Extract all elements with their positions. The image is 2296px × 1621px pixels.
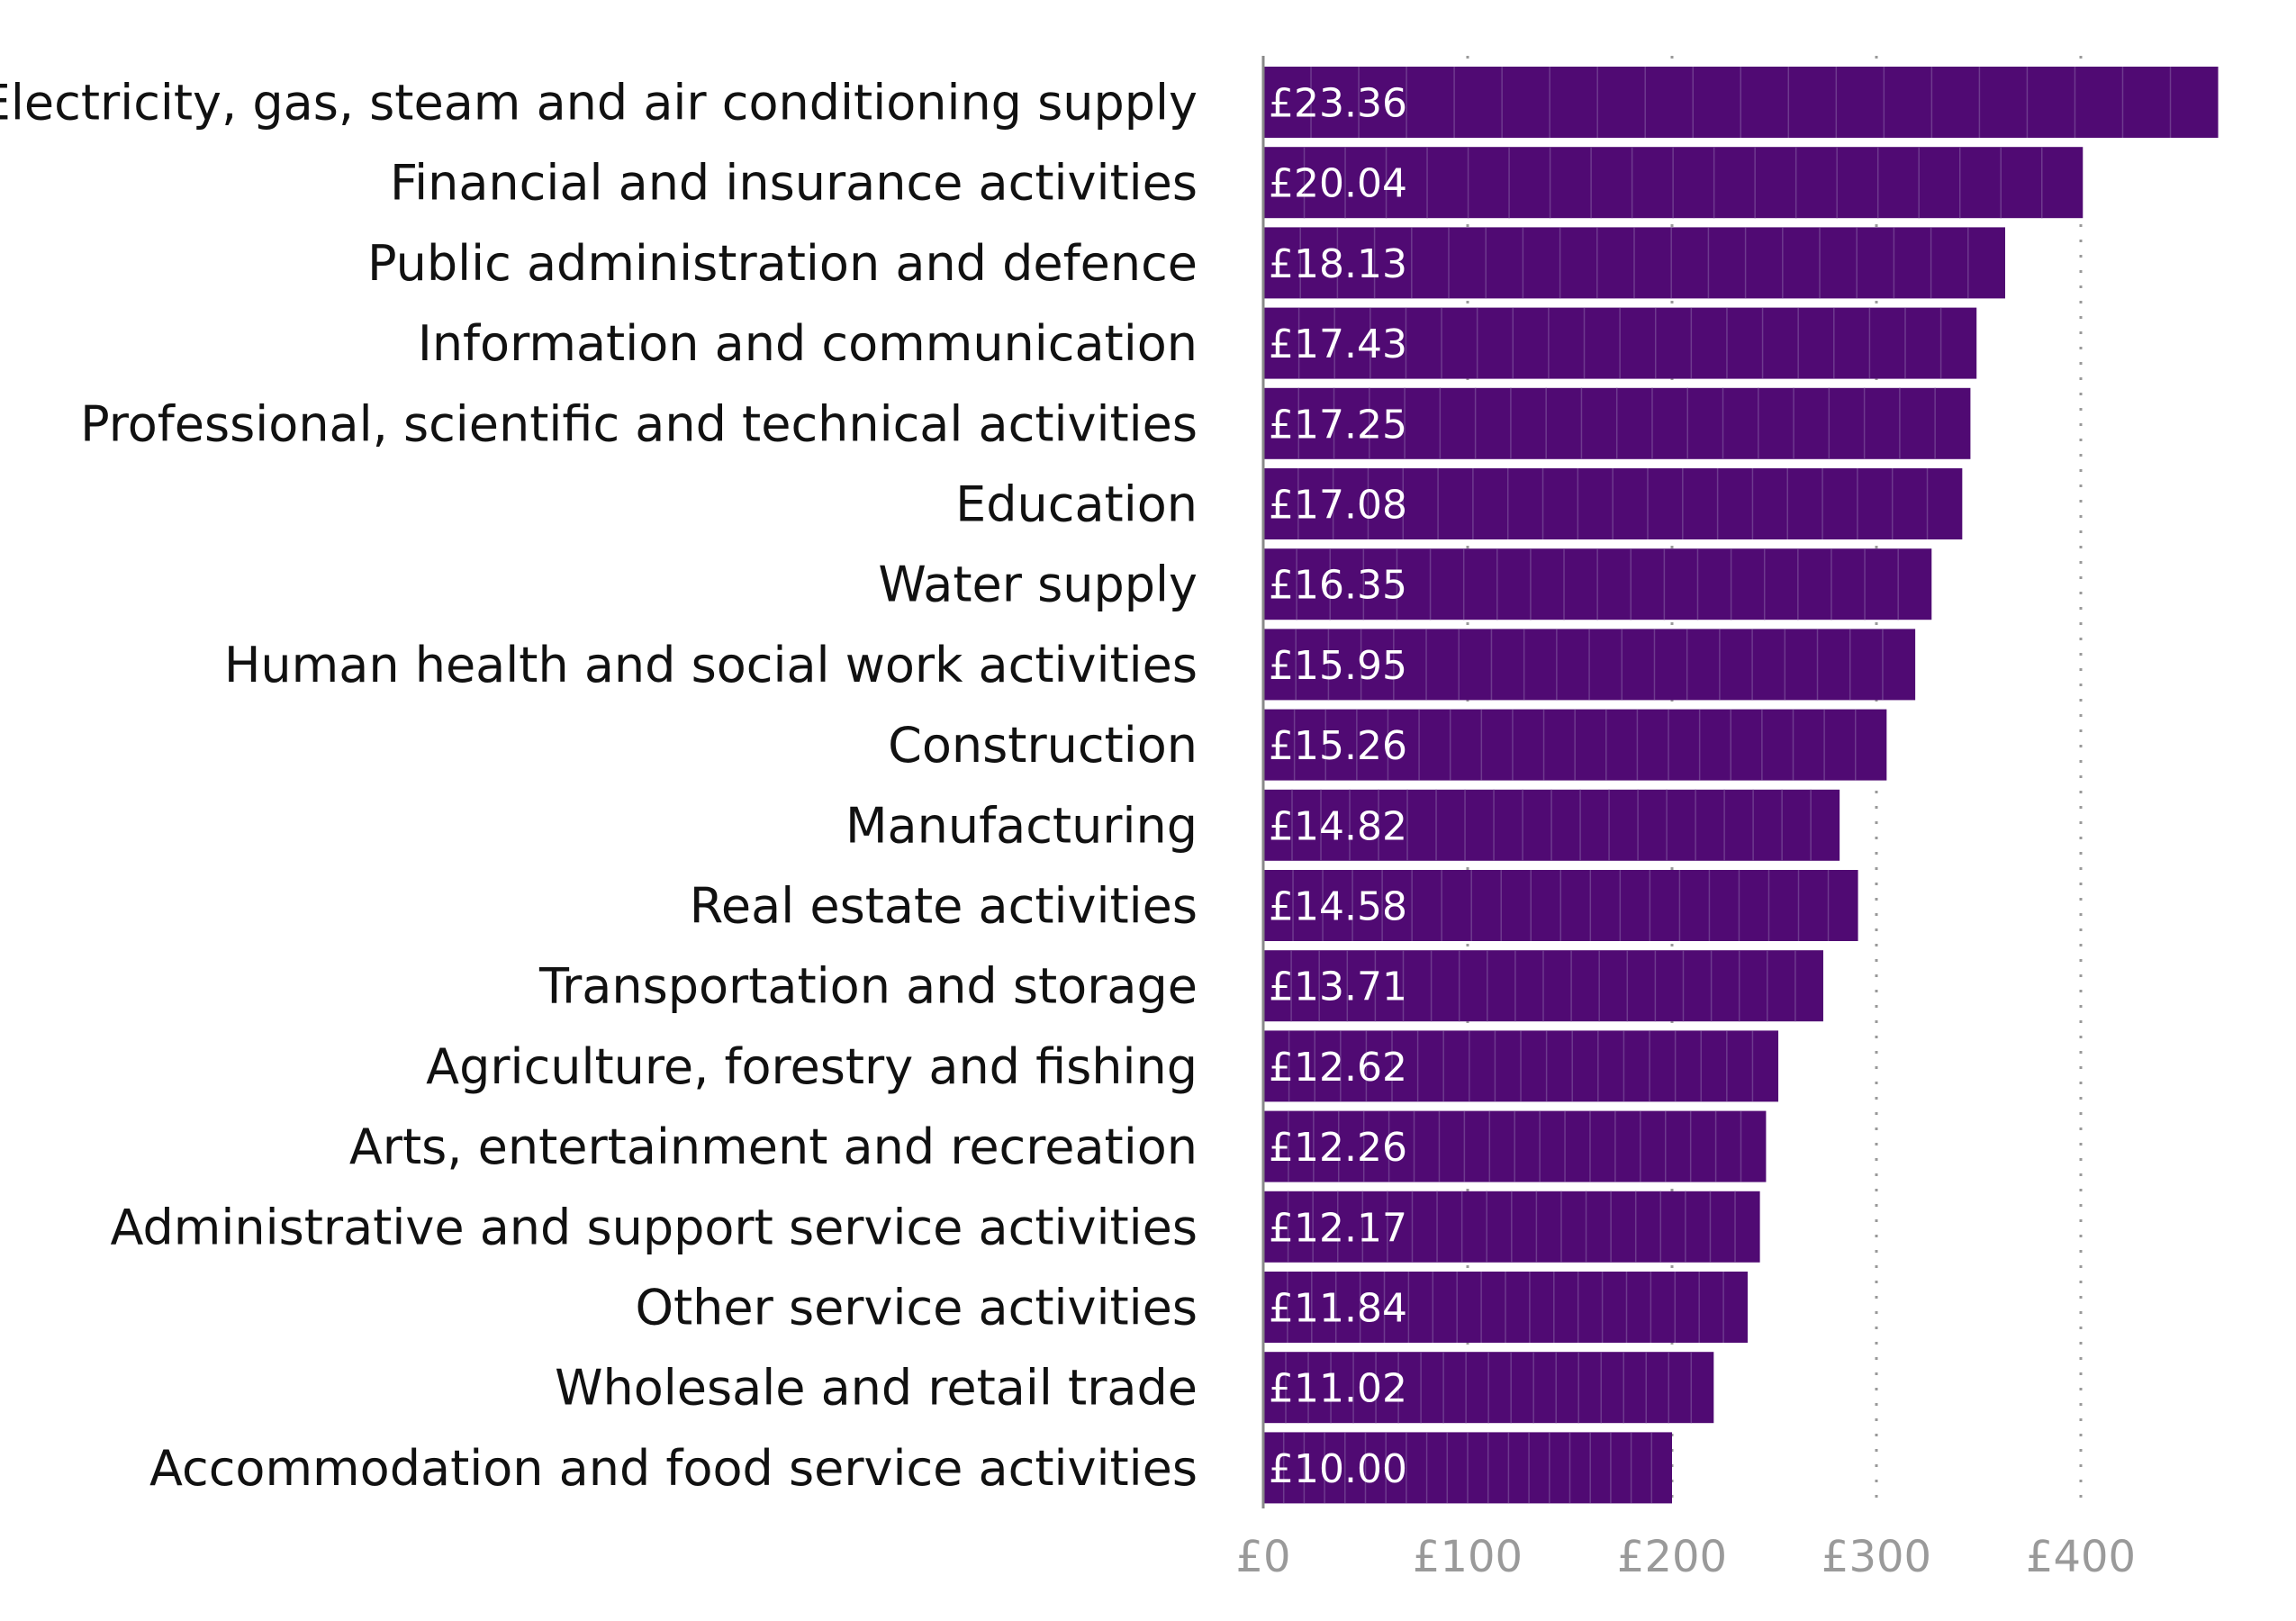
category-label: Transportation and storage	[538, 958, 1198, 1015]
data-label: £12.17	[1269, 1205, 1407, 1251]
data-label: £17.08	[1269, 483, 1407, 529]
category-label: Administrative and support service activ…	[110, 1199, 1198, 1255]
category-label: Public administration and defence	[367, 235, 1198, 292]
data-label: £11.84	[1269, 1286, 1407, 1332]
data-label: £12.62	[1269, 1045, 1407, 1091]
data-label: £15.26	[1269, 723, 1407, 769]
category-label: Other service activities	[635, 1280, 1198, 1336]
x-tick-label: £300	[1821, 1532, 1931, 1582]
category-label: Construction	[888, 717, 1198, 774]
data-label: £17.25	[1269, 402, 1407, 448]
x-tick-label: £200	[1617, 1532, 1727, 1582]
data-label: £23.36	[1269, 81, 1407, 127]
category-label: Accommodation and food service activitie…	[149, 1440, 1198, 1497]
data-label: £16.35	[1269, 563, 1407, 609]
category-label: Professional, scientific and technical a…	[80, 395, 1198, 452]
x-tick-label: £400	[2026, 1532, 2136, 1582]
data-label: £15.95	[1269, 643, 1407, 689]
x-axis-ticks: £0 £100 £200 £300 £400	[1235, 1532, 2136, 1582]
category-label: Information and communication	[418, 315, 1198, 372]
data-label: £12.26	[1269, 1125, 1407, 1171]
data-label: £17.43	[1269, 321, 1407, 367]
category-label: Agriculture, forestry and fishing	[426, 1038, 1198, 1095]
category-label: Electricity, gas, steam and air conditio…	[0, 75, 1198, 131]
data-label: £11.02	[1269, 1366, 1407, 1412]
x-tick-label: £100	[1413, 1532, 1523, 1582]
category-label: Real estate activities	[690, 878, 1198, 935]
category-label: Wholesale and retail trade	[555, 1360, 1198, 1417]
gridlines	[1466, 56, 2083, 1508]
category-label: Education	[955, 476, 1198, 533]
data-label: £20.04	[1269, 161, 1407, 207]
category-label: Financial and insurance activities	[390, 155, 1198, 212]
x-tick-label: £0	[1235, 1532, 1290, 1582]
bars: Electricity, gas, steam and air conditio…	[0, 67, 2219, 1504]
data-label: £18.13	[1269, 241, 1407, 287]
data-label: £13.71	[1269, 964, 1407, 1010]
category-label: Arts, entertainment and recreation	[349, 1118, 1198, 1175]
category-label: Water supply	[878, 557, 1198, 613]
category-label: Human health and social work activities	[224, 637, 1198, 693]
data-label: £10.00	[1269, 1446, 1407, 1492]
data-label: £14.82	[1269, 803, 1407, 849]
category-label: Manufacturing	[845, 797, 1198, 854]
data-label: £14.58	[1269, 884, 1407, 930]
